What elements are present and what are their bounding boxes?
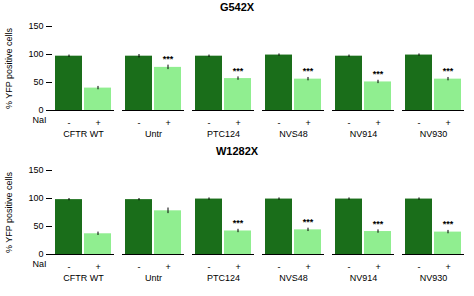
svg-text:CFTR WT: CFTR WT <box>63 273 104 283</box>
html-text:W1282X: W1282X <box>215 145 259 157</box>
svg-text:Untr: Untr <box>145 273 162 283</box>
svg-text:-: - <box>348 262 351 272</box>
svg-text:150: 150 <box>28 21 43 31</box>
svg-text:NV914: NV914 <box>350 273 378 283</box>
svg-text:***: *** <box>233 218 244 228</box>
svg-text:-: - <box>418 118 421 128</box>
svg-text:PTC124: PTC124 <box>207 273 240 283</box>
svg-text:***: *** <box>303 217 314 227</box>
svg-text:-: - <box>418 262 421 272</box>
svg-text:+: + <box>95 118 100 128</box>
svg-text:***: *** <box>233 66 244 76</box>
svg-text:150: 150 <box>28 165 43 175</box>
svg-text:0: 0 <box>38 249 43 259</box>
svg-text:NV930: NV930 <box>420 129 448 139</box>
svg-text:NV930: NV930 <box>420 273 448 283</box>
svg-text:***: *** <box>373 69 384 79</box>
svg-text:+: + <box>375 262 380 272</box>
svg-text:100: 100 <box>28 49 43 59</box>
svg-text:+: + <box>235 118 240 128</box>
svg-text:PTC124: PTC124 <box>207 129 240 139</box>
svg-text:+: + <box>305 118 310 128</box>
svg-text:-: - <box>68 118 71 128</box>
svg-text:50: 50 <box>33 221 43 231</box>
svg-text:% YFP positive cells: % YFP positive cells <box>4 171 14 253</box>
svg-text:***: *** <box>373 219 384 229</box>
svg-text:-: - <box>208 118 211 128</box>
svg-text:100: 100 <box>28 193 43 203</box>
svg-text:NVS48: NVS48 <box>279 273 308 283</box>
svg-text:***: *** <box>163 54 174 64</box>
svg-text:-: - <box>208 262 211 272</box>
svg-text:-: - <box>348 118 351 128</box>
svg-text:+: + <box>95 262 100 272</box>
svg-text:***: *** <box>443 219 454 229</box>
svg-text:-: - <box>138 262 141 272</box>
svg-text:+: + <box>165 118 170 128</box>
svg-text:50: 50 <box>33 77 43 87</box>
svg-text:+: + <box>445 262 450 272</box>
svg-text:0: 0 <box>38 105 43 115</box>
svg-text:-: - <box>138 118 141 128</box>
svg-text:+: + <box>375 118 380 128</box>
svg-text:+: + <box>235 262 240 272</box>
svg-text:-: - <box>278 262 281 272</box>
svg-text:NV914: NV914 <box>350 129 378 139</box>
svg-text:NVS48: NVS48 <box>279 129 308 139</box>
svg-text:***: *** <box>443 66 454 76</box>
svg-text:NaI: NaI <box>32 115 46 125</box>
svg-text:% YFP positive cells: % YFP positive cells <box>4 27 14 109</box>
svg-text:+: + <box>445 118 450 128</box>
svg-text:***: *** <box>303 66 314 76</box>
svg-text:-: - <box>278 118 281 128</box>
svg-text:NaI: NaI <box>32 259 46 269</box>
svg-text:-: - <box>68 262 71 272</box>
svg-text:Untr: Untr <box>145 129 162 139</box>
svg-text:+: + <box>165 262 170 272</box>
html-text:G542X: G542X <box>219 1 255 13</box>
svg-text:CFTR WT: CFTR WT <box>63 129 104 139</box>
svg-text:+: + <box>305 262 310 272</box>
